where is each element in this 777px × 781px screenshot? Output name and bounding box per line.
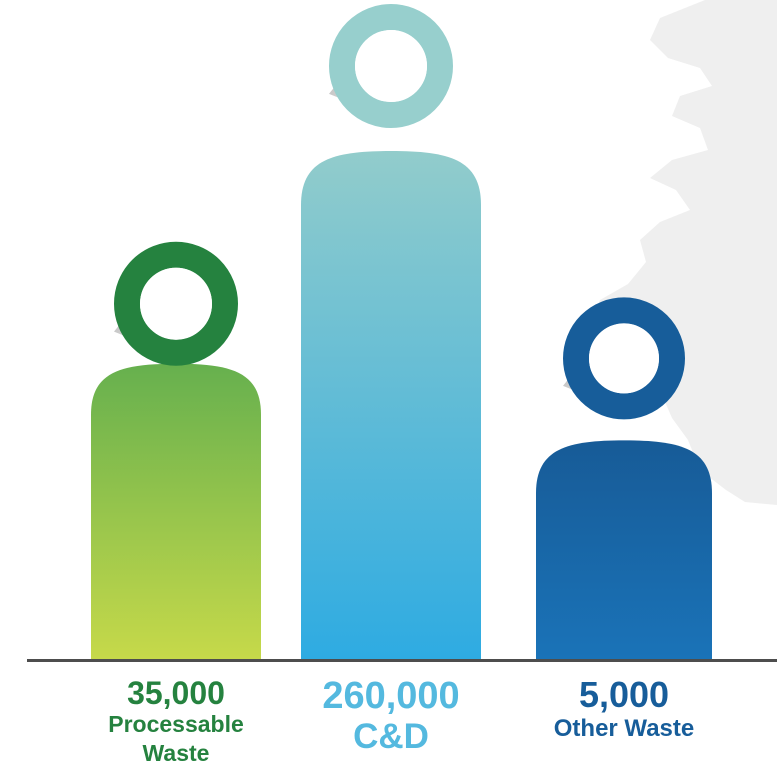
category-name-line: Other Waste [494, 714, 754, 744]
ring-hole-1 [355, 30, 427, 102]
category-label-2: 5,000 Other Waste [494, 676, 754, 744]
bar-2 [536, 440, 712, 659]
bar-1 [301, 151, 481, 659]
ring-hole-2 [589, 323, 659, 393]
bar-0 [91, 364, 261, 659]
ring-hole-0 [140, 268, 212, 340]
data-label-value: 5,000 [494, 676, 754, 714]
category-label-1: 260,000 C&D [261, 676, 521, 757]
data-label-value: 260,000 [261, 676, 521, 716]
category-name-line: C&D [261, 716, 521, 757]
